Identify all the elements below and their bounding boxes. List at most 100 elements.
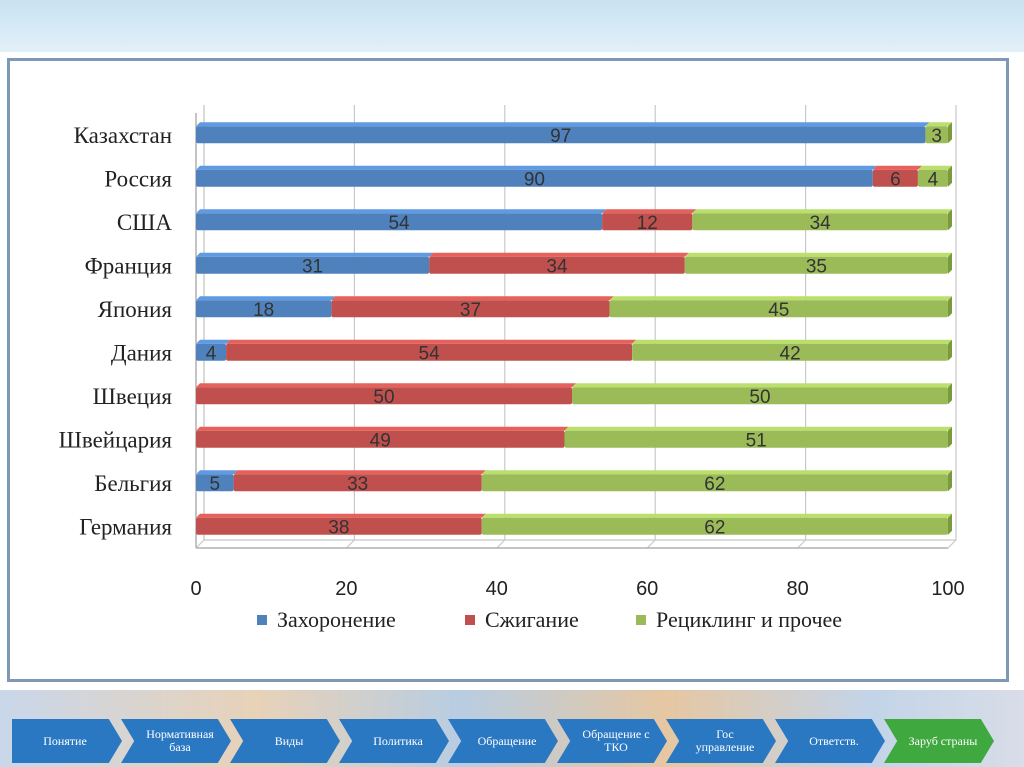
bar-segment (925, 126, 948, 144)
nav-item[interactable]: Заруб страны (884, 719, 994, 763)
data-label: 37 (460, 300, 481, 321)
category-label: Бельгия (94, 471, 172, 496)
category-labels: Казахстан Россия США Франция Япония Дания Швец… (59, 123, 173, 540)
nav-item[interactable]: Обращение (448, 719, 558, 763)
nav-item[interactable]: Ответств. (775, 719, 885, 763)
nav-item[interactable]: Гос управление (666, 719, 776, 763)
x-tick-label: 20 (335, 578, 357, 600)
bar-segment-top (196, 470, 238, 475)
bar-segment (196, 213, 603, 231)
bar-segment (684, 256, 948, 274)
nav-item[interactable]: Виды (230, 719, 340, 763)
data-label: 50 (373, 387, 394, 408)
bar-segment (226, 343, 633, 361)
bar-segment-top (429, 252, 689, 257)
gridline-floor (345, 539, 355, 549)
bar-segment-top (609, 296, 952, 301)
legend-label: Захоронение (277, 607, 396, 632)
bar-segment-top (632, 339, 952, 344)
bar-segment-top (233, 470, 486, 475)
data-label: 33 (347, 474, 368, 495)
category-label: Швейцария (59, 427, 173, 452)
bar-end-cap (948, 426, 952, 448)
nav-item[interactable]: Обращение с ТКО (557, 719, 667, 763)
bar-segment-top (196, 339, 231, 344)
bar-segment-top (684, 252, 952, 257)
bar-segment (196, 430, 565, 448)
bar-segment-top (196, 426, 569, 431)
slide-header-band (0, 0, 1024, 52)
nav-item[interactable]: Нормативная база (121, 719, 231, 763)
legend-swatch (636, 615, 646, 625)
data-label: 51 (746, 430, 767, 451)
data-label: 62 (704, 474, 725, 495)
data-label: 4 (206, 343, 217, 364)
chart-legend: Захоронение Сжигание Рециклинг и прочее (257, 607, 842, 632)
bar-segment (564, 430, 948, 448)
category-label: Дания (111, 340, 173, 365)
bar-segment (602, 213, 693, 231)
bar-segment-top (196, 209, 607, 214)
legend-label: Рециклинг и прочее (656, 607, 842, 632)
data-label: 6 (890, 169, 901, 190)
bar-segment-top (572, 383, 952, 388)
bar-segment-top (196, 383, 576, 388)
bar-end-cap (948, 470, 952, 492)
data-label: 4 (928, 169, 939, 190)
bar-segment (331, 300, 610, 318)
data-label: 97 (550, 126, 571, 147)
bar-segment (196, 256, 430, 274)
x-tick-label: 40 (486, 578, 508, 600)
bar-segment-top (196, 165, 877, 170)
data-label: 62 (704, 517, 725, 538)
data-label: 35 (806, 256, 827, 277)
x-tick-labels: 0 20 40 60 80 100 (190, 578, 964, 600)
data-label: 50 (749, 387, 770, 408)
bar-segment (572, 387, 948, 405)
bar-segment-top (917, 165, 952, 170)
bar-segment-top (925, 122, 952, 127)
data-label: 5 (210, 474, 221, 495)
bar-segment-top (196, 513, 486, 518)
bar-segment (429, 256, 685, 274)
bar-segment-top (226, 339, 637, 344)
chart-frame (7, 58, 1009, 682)
data-label: 42 (780, 343, 801, 364)
bar-end-cap (948, 339, 952, 361)
bar-end-cap (948, 209, 952, 231)
bar-segment (196, 300, 332, 318)
nav-item[interactable]: Политика (339, 719, 449, 763)
data-label: 34 (546, 256, 568, 277)
bar-segment (196, 517, 482, 535)
bar-segment (481, 474, 948, 492)
x-tick-label: 80 (786, 578, 808, 600)
category-label: Швеция (93, 384, 173, 409)
bar-segment (481, 517, 948, 535)
bar-segment (196, 387, 572, 405)
bar-segment-top (331, 296, 614, 301)
nav-item[interactable]: Понятие (12, 719, 122, 763)
bar-segment-top (872, 165, 922, 170)
data-label: 49 (370, 430, 391, 451)
gridline-floor (797, 539, 807, 549)
data-label: 45 (768, 300, 789, 321)
bar-end-cap (948, 383, 952, 405)
x-tick-label: 60 (636, 578, 658, 600)
data-label: 90 (524, 169, 545, 190)
data-label: 12 (637, 213, 658, 234)
bar-segment (196, 169, 873, 187)
bar-segment-top (692, 209, 952, 214)
category-label: Япония (98, 297, 173, 322)
legend-swatch (257, 615, 267, 625)
category-label: Россия (104, 166, 172, 191)
data-label: 54 (388, 213, 410, 234)
bar-end-cap (948, 296, 952, 318)
bar-segment-top (196, 252, 434, 257)
data-label: 3 (931, 126, 942, 147)
bar-segment (872, 169, 918, 187)
legend-swatch (465, 615, 475, 625)
bar-segment (632, 343, 948, 361)
category-label: США (117, 210, 173, 235)
category-label: Казахстан (74, 123, 172, 148)
